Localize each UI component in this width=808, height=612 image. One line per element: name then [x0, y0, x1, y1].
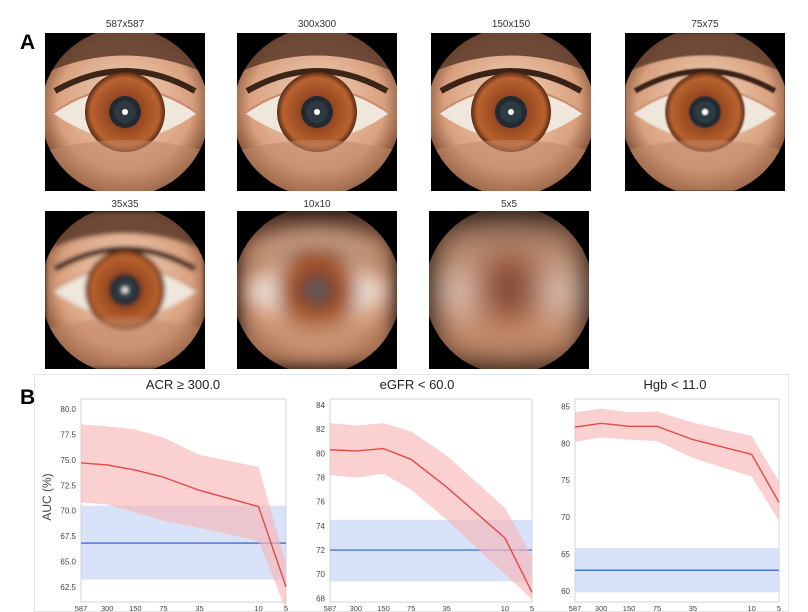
- y-tick-label: 70: [316, 570, 325, 579]
- thumbnail-label: 587x587: [105, 19, 145, 30]
- y-tick-label: 67.5: [60, 532, 76, 541]
- x-tick-label: 5: [777, 604, 781, 612]
- thumbnail-label: 300x300: [297, 19, 337, 30]
- x-tick-label: 587: [569, 604, 582, 612]
- chart-title: Hgb < 11.0: [643, 377, 707, 392]
- x-tick-label: 10: [254, 604, 262, 612]
- y-tick-label: 75.0: [60, 456, 76, 465]
- y-tick-label: 82: [316, 425, 325, 434]
- chart-title: ACR ≥ 300.0: [145, 377, 221, 392]
- y-tick-label: 85: [561, 402, 570, 411]
- y-tick-label: 78: [316, 474, 325, 483]
- model-ci-band: [81, 424, 286, 611]
- y-tick-label: 76: [316, 498, 325, 507]
- y-tick-label: 74: [316, 522, 325, 531]
- y-tick-label: 80: [561, 439, 570, 448]
- y-tick-label: 72: [316, 546, 325, 555]
- y-tick-label: 65: [561, 550, 570, 559]
- model-ci-band: [575, 408, 779, 521]
- y-tick-label: 65.0: [60, 557, 76, 566]
- x-tick-label: 35: [689, 604, 697, 612]
- model-auc-line: [80, 462, 287, 588]
- y-tick-label: 68: [316, 594, 325, 603]
- eye-image-thumbnail: [429, 211, 589, 369]
- x-tick-label: 300: [595, 604, 608, 612]
- eye-image-thumbnail: [237, 33, 397, 191]
- x-tick-label: 150: [377, 604, 390, 612]
- x-tick-label: 35: [195, 604, 203, 612]
- eye-image-thumbnail: [45, 211, 205, 369]
- x-tick-label: 10: [747, 604, 755, 612]
- panel-label-b: B: [20, 386, 36, 409]
- thumbnail-label: 150x150: [491, 19, 531, 30]
- thumbnail-label: 10x10: [303, 199, 331, 210]
- eye-image-thumbnail: [45, 33, 205, 191]
- y-tick-label: 62.5: [60, 583, 76, 592]
- eye-image-thumbnail: [237, 211, 397, 369]
- model-auc-line: [574, 422, 780, 503]
- y-tick-label: 70: [561, 513, 570, 522]
- y-tick-label: 80: [316, 449, 325, 458]
- eye-image-thumbnail: [431, 33, 591, 191]
- y-tick-label: 72.5: [60, 481, 76, 490]
- panel-label-a: A: [20, 31, 36, 54]
- x-tick-label: 300: [350, 604, 363, 612]
- x-tick-label: 35: [443, 604, 451, 612]
- x-tick-label: 10: [501, 604, 509, 612]
- chart-title: eGFR < 60.0: [379, 377, 455, 392]
- x-tick-label: 587: [75, 604, 88, 612]
- x-tick-label: 5: [284, 604, 288, 612]
- x-tick-label: 587: [324, 604, 337, 612]
- thumbnail-label: 35x35: [111, 199, 139, 210]
- y-tick-label: 77.5: [60, 431, 76, 440]
- y-tick-label: 70.0: [60, 507, 76, 516]
- model-ci-band: [330, 423, 532, 600]
- x-tick-label: 75: [407, 604, 415, 612]
- x-tick-label: 5: [530, 604, 534, 612]
- x-tick-label: 150: [623, 604, 636, 612]
- x-tick-label: 150: [129, 604, 142, 612]
- y-tick-label: 80.0: [60, 405, 76, 414]
- x-tick-label: 75: [159, 604, 167, 612]
- y-tick-label: 84: [316, 401, 325, 410]
- model-auc-line: [329, 447, 533, 593]
- eye-image-thumbnail: [625, 33, 785, 191]
- x-tick-label: 300: [101, 604, 114, 612]
- y-tick-label: 60: [561, 587, 570, 596]
- thumbnail-label: 5x5: [500, 199, 518, 210]
- thumbnail-label: 75x75: [691, 19, 719, 30]
- y-tick-label: 75: [561, 476, 570, 485]
- x-tick-label: 75: [653, 604, 661, 612]
